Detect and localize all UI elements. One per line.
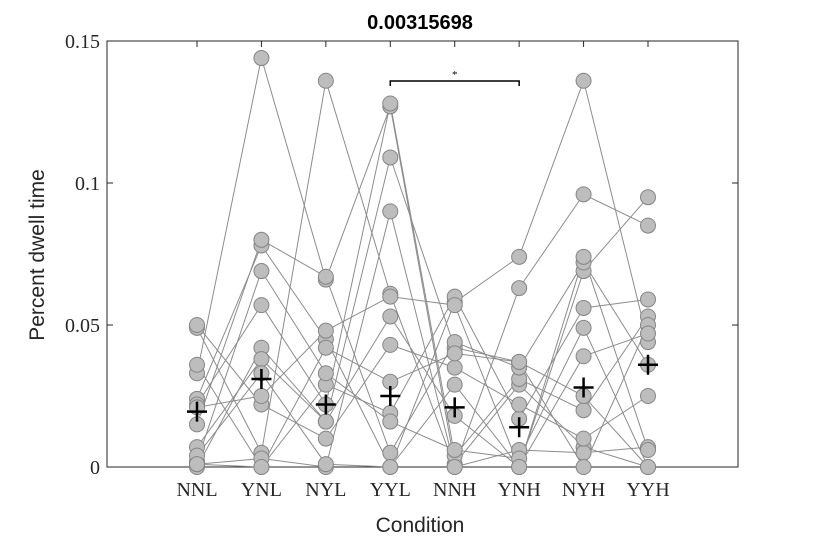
- x-tick-label: YYL: [370, 479, 411, 501]
- data-point: [640, 291, 656, 308]
- data-point: [317, 456, 334, 473]
- subject-line: [196, 295, 649, 468]
- data-point: [253, 263, 270, 280]
- subject-line: [196, 239, 649, 454]
- subject-line: [196, 193, 649, 469]
- data-point: [382, 336, 399, 353]
- data-point: [446, 297, 463, 314]
- significance-bracket: [389, 80, 520, 86]
- chart-title: 0.00315698: [367, 12, 473, 34]
- data-point: [511, 459, 528, 475]
- data-point: [575, 348, 592, 365]
- subject-line: [196, 324, 649, 440]
- plot-area: 0 0.05 0.1 0.15 NNL YNL NYL YYL NNH YNH NYH YYH *: [65, 31, 739, 501]
- data-point: [640, 459, 656, 475]
- data-point: [317, 268, 334, 285]
- data-point: [511, 280, 528, 297]
- data-point: [640, 441, 656, 458]
- subject-line: [196, 155, 649, 469]
- subject-line: [196, 57, 649, 468]
- data-point: [511, 396, 528, 413]
- data-point: [575, 186, 592, 203]
- data-point: [382, 444, 399, 461]
- data-point: [446, 441, 463, 458]
- data-point: [446, 459, 463, 475]
- mean-marker: [315, 394, 336, 415]
- subject-line: [196, 103, 649, 457]
- data-point: [575, 402, 592, 419]
- x-tick-label: YNH: [497, 479, 540, 501]
- data-point: [253, 459, 270, 475]
- subject-line: [196, 347, 649, 468]
- subject-line: [196, 80, 649, 468]
- y-tick-label: 0.1: [75, 173, 100, 195]
- subject-line: [196, 79, 649, 469]
- data-point: [382, 149, 399, 166]
- data-point: [253, 297, 270, 314]
- y-tick-label: 0: [90, 457, 100, 479]
- data-point: [446, 345, 463, 362]
- plot-frame: [106, 40, 739, 468]
- data-point: [640, 217, 656, 234]
- data-point: [317, 72, 334, 89]
- data-point: [253, 231, 270, 248]
- data-point: [382, 459, 399, 475]
- data-point: [317, 413, 334, 430]
- y-tick-label: 0.15: [65, 31, 100, 53]
- data-point: [382, 413, 399, 430]
- data-point: [382, 288, 399, 305]
- subject-line: [196, 255, 649, 469]
- subject-line: [196, 196, 649, 468]
- data-point: [575, 430, 592, 447]
- data-point: [382, 203, 399, 220]
- data-point: [575, 459, 592, 475]
- data-point: [253, 351, 270, 368]
- data-point: [575, 72, 592, 89]
- mean-marker: [380, 386, 401, 406]
- data-point: [640, 388, 656, 404]
- data-point: [189, 356, 205, 373]
- data-point: [189, 317, 205, 333]
- data-point: [575, 444, 592, 461]
- x-axis-label: Condition: [376, 514, 465, 537]
- data-point: [575, 319, 592, 336]
- data-point: [575, 299, 592, 316]
- mean-marker: [638, 354, 658, 375]
- x-tick-label: YNL: [241, 479, 282, 501]
- x-tick-label: YYH: [626, 479, 669, 501]
- data-point: [446, 359, 463, 376]
- data-point: [511, 248, 528, 265]
- data-point: [575, 248, 592, 265]
- x-tick-label: NNL: [176, 479, 217, 501]
- x-tick-label: NYH: [562, 479, 605, 501]
- data-point: [317, 430, 334, 447]
- data-point: [253, 388, 270, 404]
- y-axis-label: Percent dwell time: [26, 169, 49, 341]
- mean-marker: [251, 368, 272, 389]
- mean-marker: [573, 377, 594, 398]
- data-point: [382, 95, 399, 112]
- significance-star: *: [452, 69, 458, 81]
- data-point: [511, 353, 528, 370]
- mean-marker: [509, 417, 530, 438]
- data-point: [640, 189, 656, 206]
- x-tick-label: NNH: [433, 479, 476, 501]
- subject-line: [196, 269, 649, 468]
- subject-line: [196, 333, 649, 468]
- data-point: [189, 456, 205, 473]
- y-tick-label: 0.05: [65, 315, 100, 337]
- x-tick-label: NYL: [305, 479, 346, 501]
- mean-marker: [444, 397, 465, 418]
- data-point: [640, 325, 656, 342]
- data-point: [317, 339, 334, 356]
- data-point: [253, 50, 270, 67]
- data-point: [317, 365, 334, 382]
- data-point: [317, 322, 334, 339]
- mean-marker: [187, 401, 207, 422]
- data-point: [382, 308, 399, 325]
- data-point: [446, 376, 463, 393]
